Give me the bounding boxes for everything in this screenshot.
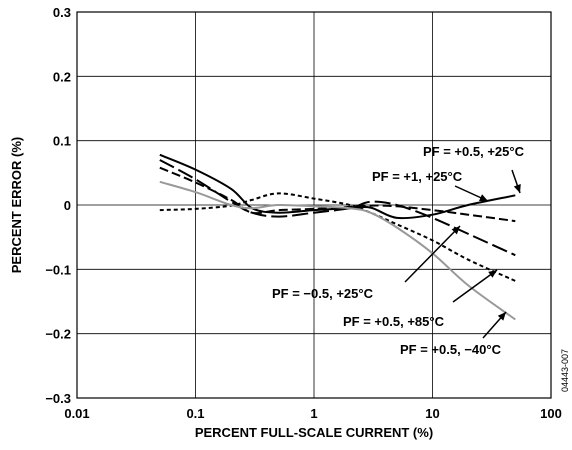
annotation-arrowhead: [488, 270, 497, 278]
plot-frame: [76, 11, 552, 399]
annotation-label: PF = +1, +25°C: [372, 169, 463, 184]
x-axis-title: PERCENT FULL-SCALE CURRENT (%): [195, 425, 433, 440]
y-tick-label: −0.3: [45, 391, 71, 406]
annotation-label: PF = −0.5, +25°C: [272, 286, 374, 301]
x-tick-label: 1: [310, 406, 317, 421]
series-pf-0p5-neg40c: [159, 180, 516, 321]
x-tick-label: 0.1: [186, 406, 204, 421]
annotation-arrowhead: [479, 194, 488, 201]
annotations: PF = +0.5, +25°C PF = +1, +25°C PF = −0.5,…: [272, 144, 525, 357]
y-tick-label: −0.1: [45, 262, 71, 277]
series-pf-0p5-25c: [159, 153, 516, 220]
x-tick-label: 100: [540, 406, 562, 421]
annotation-arrowhead: [497, 312, 506, 321]
annotation-arrowhead: [513, 184, 521, 193]
series-pf-neg0p5-25c: [159, 159, 516, 257]
figure-code: 04443-007: [560, 349, 570, 392]
annotation-label: PF = +0.5, +85°C: [343, 314, 445, 329]
y-axis-title: PERCENT ERROR (%): [9, 137, 24, 274]
tick-labels: 0.01 0.1 1 10 100 0.3 0.2 0.1 0 −0.1 −0.2 −0.3: [45, 5, 562, 421]
x-tick-label: 10: [425, 406, 439, 421]
grid: [77, 12, 551, 398]
annotation-arrowhead: [451, 226, 460, 235]
x-tick-label: 0.01: [64, 406, 89, 421]
y-tick-label: 0.3: [53, 5, 71, 20]
y-tick-label: 0: [64, 198, 71, 213]
y-tick-label: 0.2: [53, 69, 71, 84]
y-tick-label: 0.1: [53, 134, 71, 149]
annotation-label: PF = +0.5, +25°C: [423, 144, 525, 159]
y-tick-label: −0.2: [45, 327, 71, 342]
series-pf-0p5-85c: [159, 192, 516, 282]
annotation-arrow: [404, 225, 461, 283]
annotation-label: PF = +0.5, −40°C: [400, 342, 502, 357]
series-group: [159, 153, 516, 321]
annotation-arrow: [452, 269, 498, 303]
